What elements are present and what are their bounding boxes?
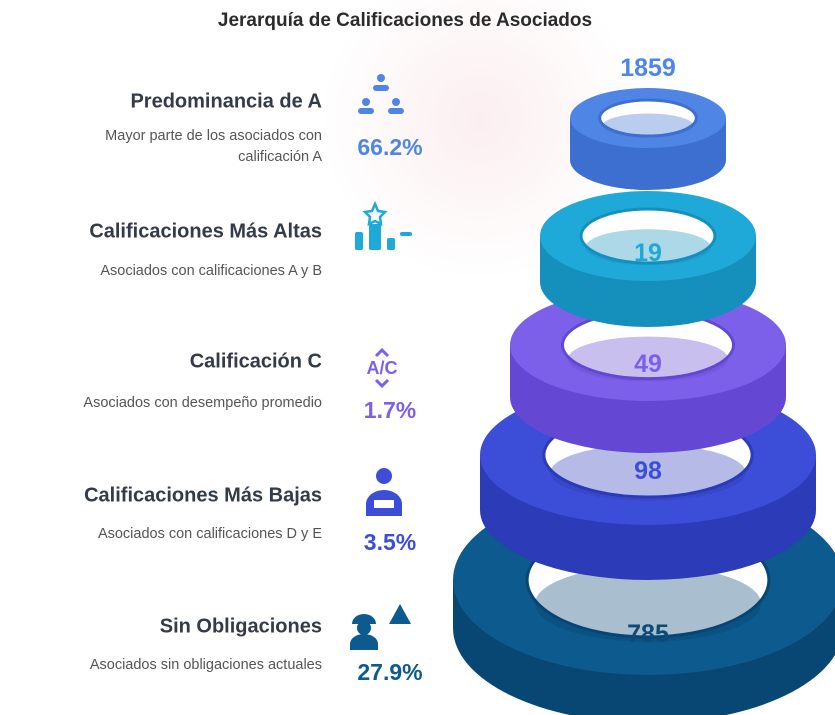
icon-part [388,108,404,114]
level-count: 49 [634,350,662,378]
icon-part: A/C [367,358,398,378]
level-percent: 27.9% [357,659,422,685]
level-count: 1859 [620,54,676,82]
ring [570,88,726,190]
icon-part [374,378,390,389]
ring-inner-side [567,336,729,382]
level-percent: 66.2% [357,134,422,160]
title: Jerarquía de Calificaciones de Asociados [218,10,592,31]
level-description: Mayor parte de los asociados con califica… [105,128,322,165]
ring-hole [579,207,717,265]
ring-hole [598,98,698,138]
level-label: Calificaciones Más Altas [89,220,322,242]
ring-inner-side [585,229,711,266]
level-icon [358,74,404,114]
icon-part [352,614,376,624]
level-icon: A/C [367,347,398,389]
icon-part [377,74,385,82]
level-icon [355,200,412,250]
icon-part [358,108,374,114]
level-label: Sin Obligaciones [160,615,322,637]
icon-part [400,232,412,236]
icon-part [374,500,394,508]
icon-part [392,98,400,106]
level-label: Calificación C [190,350,322,372]
level-percent: 3.5% [364,529,416,555]
icon-part [373,85,389,91]
level-description: Asociados con desempeño promedio [83,395,322,411]
icon-part [376,468,392,484]
level-percent: 1.7% [364,397,416,423]
level-description: Asociados con calificaciones D y E [98,526,322,542]
level-label: Predominancia de A [130,90,322,112]
icon-part [362,200,388,227]
level-label: Calificaciones Más Bajas [84,484,322,506]
icon-part [374,347,390,358]
ring [540,191,756,327]
level-description: Asociados sin obligaciones actuales [90,657,322,673]
level-icon [366,468,402,516]
description-line: Mayor parte de los asociados con [105,128,322,144]
ring-inner-side [534,565,762,642]
icon-part [350,634,378,650]
ring-inner-side [602,113,694,138]
icon-part [355,232,363,250]
level-count: 785 [627,620,669,648]
level-description: Asociados con calificaciones A y B [100,263,322,279]
level-icon [350,604,411,650]
ring [510,289,786,453]
icon-part [387,238,395,250]
level-count: 19 [634,239,662,267]
icon-part [362,98,370,106]
icon-part [369,224,381,250]
icon-part [389,604,411,624]
icon-part [357,621,371,635]
description-line: calificación A [238,149,322,165]
level-count: 98 [634,457,662,485]
ring-inner-side [550,444,746,501]
